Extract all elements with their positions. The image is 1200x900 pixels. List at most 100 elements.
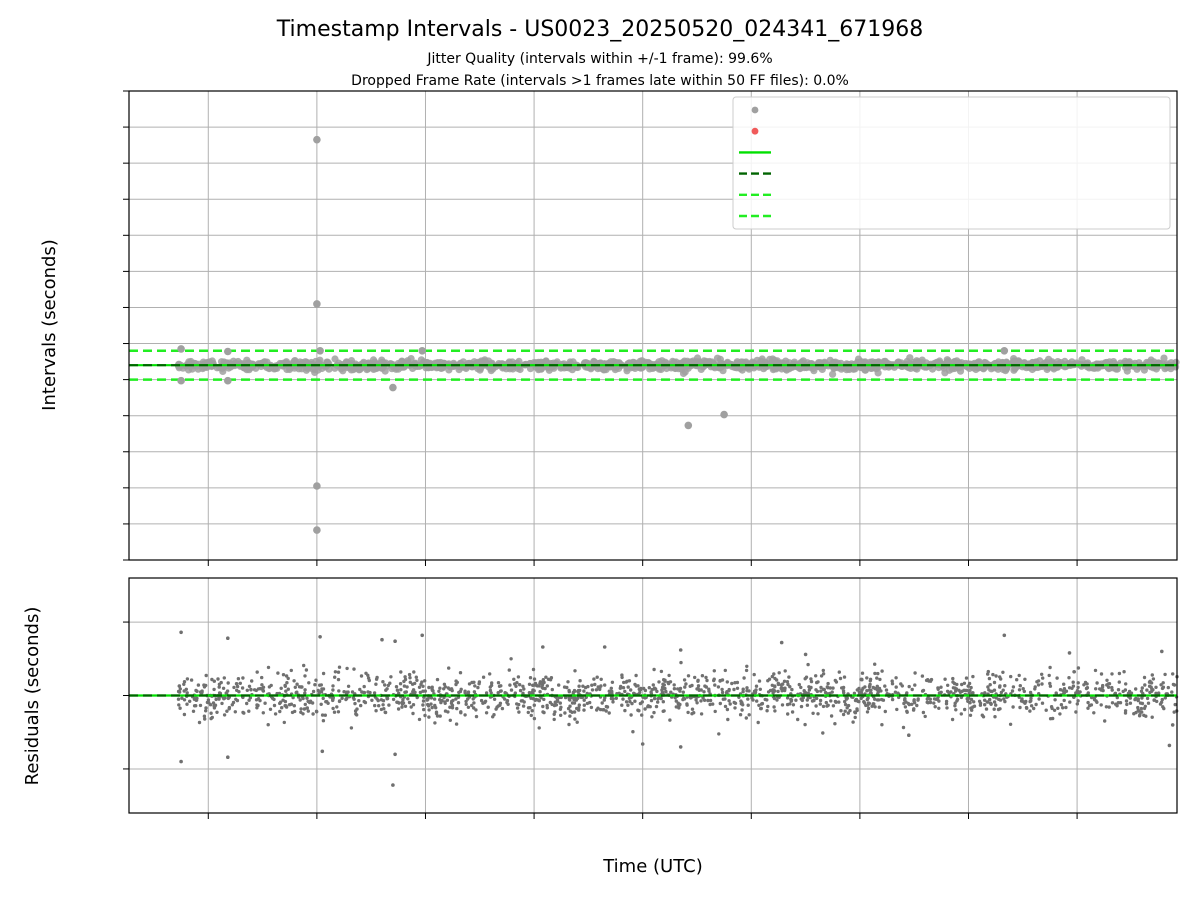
- residual-point: [234, 697, 238, 701]
- residual-point: [261, 685, 266, 689]
- interval-point-outlier: [720, 410, 728, 419]
- residual-point: [790, 710, 795, 714]
- residual-point: [668, 718, 672, 722]
- residual-point: [752, 689, 757, 693]
- residual-point: [1041, 676, 1045, 680]
- interval-point: [380, 360, 388, 368]
- residual-point: [421, 703, 425, 707]
- residual-point: [349, 726, 354, 730]
- residual-point: [1101, 683, 1105, 688]
- residual-point: [558, 701, 562, 705]
- residual-point: [489, 683, 494, 688]
- residual-point: [1129, 691, 1134, 695]
- residual-point: [953, 701, 957, 705]
- residual-point: [486, 705, 490, 709]
- residual-point: [684, 682, 688, 686]
- residual-point: [261, 689, 266, 693]
- residual-point: [747, 713, 751, 717]
- residual-point: [1003, 684, 1007, 688]
- residual-point: [374, 677, 379, 681]
- residual-point: [853, 710, 857, 714]
- residual-point: [772, 696, 777, 701]
- residual-point: [448, 687, 452, 691]
- residual-point: [797, 682, 801, 687]
- residual-point: [1095, 681, 1099, 685]
- residual-point: [947, 691, 951, 695]
- residual-point: [925, 697, 929, 701]
- residual-point: [681, 697, 685, 702]
- residual-point: [456, 701, 461, 705]
- residual-point: [395, 688, 400, 692]
- residual-point: [787, 675, 791, 679]
- interval-point: [880, 357, 888, 366]
- residual-point: [702, 690, 706, 694]
- residual-point: [595, 708, 599, 712]
- residual-point: [379, 707, 384, 712]
- residual-point: [599, 677, 603, 681]
- residual-point: [423, 679, 427, 683]
- residual-point: [841, 712, 846, 717]
- residual-point: [652, 667, 656, 672]
- residual-point: [567, 697, 572, 702]
- residual-point: [385, 696, 390, 701]
- residual-point: [963, 707, 967, 712]
- residual-point: [831, 686, 835, 690]
- residual-point: [266, 665, 271, 670]
- residual-point: [996, 707, 1001, 712]
- residual-point: [1140, 696, 1144, 700]
- residual-point: [209, 711, 213, 715]
- residual-point: [720, 690, 725, 695]
- residual-point: [346, 684, 351, 688]
- interval-point: [413, 362, 421, 370]
- residual-point: [738, 713, 743, 717]
- residual-point: [683, 685, 687, 689]
- residual-point: [1123, 711, 1128, 715]
- residual-point: [633, 699, 637, 703]
- residual-point: [337, 699, 342, 703]
- residual-point-outlier: [380, 637, 384, 642]
- residual-point: [367, 678, 371, 683]
- residual-point: [1105, 678, 1109, 682]
- interval-point: [1026, 362, 1034, 370]
- residual-point: [894, 685, 898, 689]
- residual-point: [791, 703, 796, 707]
- residual-point: [1062, 698, 1066, 703]
- residual-point: [819, 674, 824, 678]
- residual-point: [702, 698, 707, 702]
- residual-point: [936, 687, 940, 691]
- residual-point: [662, 686, 666, 691]
- residual-point: [204, 709, 208, 713]
- residual-point: [814, 688, 818, 692]
- interval-point: [737, 358, 745, 366]
- residual-point: [454, 679, 458, 683]
- residual-point: [427, 715, 431, 719]
- residual-point: [313, 683, 317, 687]
- residual-point: [216, 677, 220, 681]
- residual-point: [212, 687, 216, 692]
- residual-point: [1002, 697, 1006, 701]
- interval-point: [624, 360, 632, 368]
- residual-point: [1122, 670, 1126, 674]
- residual-point: [267, 685, 272, 689]
- residual-point: [279, 686, 283, 690]
- interval-point: [550, 364, 558, 372]
- residual-point: [620, 673, 624, 677]
- residual-point: [902, 701, 906, 706]
- residual-point: [415, 678, 419, 682]
- residuals-y-label: Residuals (seconds): [22, 607, 43, 786]
- residual-point: [746, 697, 750, 701]
- residual-point: [816, 680, 820, 684]
- residual-point: [697, 688, 701, 692]
- residual-point: [247, 684, 252, 688]
- residual-point: [226, 681, 230, 685]
- residual-point: [225, 709, 229, 713]
- residual-point: [626, 703, 630, 707]
- residual-point: [529, 713, 533, 718]
- residual-point: [1150, 715, 1154, 719]
- residual-point: [654, 704, 659, 709]
- residual-point: [826, 686, 830, 690]
- residual-point: [285, 681, 289, 685]
- residual-point: [876, 671, 880, 676]
- interval-point-outlier: [1000, 347, 1009, 355]
- residual-point: [799, 685, 803, 690]
